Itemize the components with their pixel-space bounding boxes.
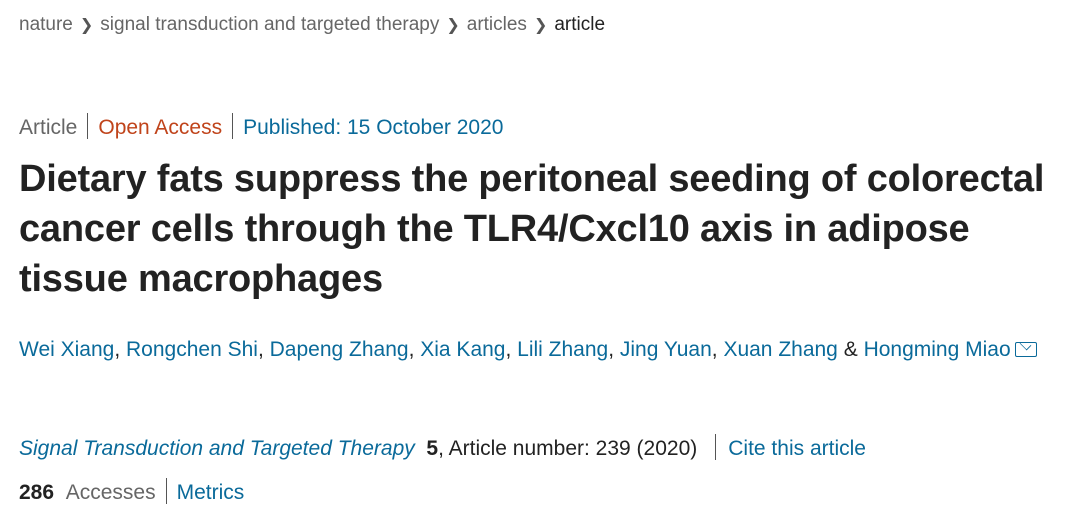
chevron-right-icon: ❯ — [446, 17, 460, 34]
breadcrumb-articles[interactable]: articles — [466, 14, 527, 35]
separator: , — [608, 338, 620, 361]
open-access-label: Open Access — [98, 116, 223, 139]
divider — [87, 113, 89, 139]
author-link[interactable]: Wei Xiang — [19, 338, 115, 361]
breadcrumb: nature ❯ signal transduction and targeted … — [19, 14, 605, 36]
cite-this-article-link[interactable]: Cite this article — [728, 437, 866, 460]
divider — [165, 478, 167, 504]
separator: , — [114, 338, 127, 361]
breadcrumb-nature[interactable]: nature — [19, 14, 73, 35]
author-link[interactable]: Rongchen Shi — [126, 338, 258, 361]
author-link[interactable]: Lili Zhang — [517, 338, 609, 361]
separator: , — [408, 338, 421, 361]
author-list: Wei Xiang, Rongchen Shi, Dapeng Zhang, X… — [19, 331, 1060, 369]
author-link[interactable]: Jing Yuan — [619, 338, 712, 361]
author-link[interactable]: Xia Kang — [420, 338, 506, 361]
article-stats: 286 Accesses Metrics — [19, 478, 244, 505]
accesses-count: 286 — [19, 481, 55, 504]
separator: & — [837, 338, 864, 361]
article-type: Article — [19, 116, 78, 139]
separator: , — [711, 338, 724, 361]
author-link[interactable]: Dapeng Zhang — [269, 338, 409, 361]
chevron-right-icon: ❯ — [79, 17, 94, 34]
envelope-icon[interactable] — [1014, 342, 1037, 357]
citation: Signal Transduction and Targeted Therapy… — [19, 434, 866, 461]
article-title: Dietary fats suppress the peritoneal see… — [19, 158, 1045, 300]
author-link[interactable]: Hongming Miao — [863, 338, 1011, 361]
breadcrumb-current: article — [554, 14, 606, 35]
article-number: , Article number: 239 (2020) — [438, 437, 698, 460]
metrics-link[interactable]: Metrics — [176, 481, 245, 504]
accesses-label: Accesses — [65, 481, 156, 504]
author-link[interactable]: Xuan Zhang — [723, 338, 838, 361]
published-date: Published: 15 October 2020 — [243, 116, 504, 139]
separator: , — [505, 338, 518, 361]
breadcrumb-journal[interactable]: signal transduction and targeted therapy — [100, 14, 440, 35]
volume: 5 — [426, 437, 439, 460]
divider — [715, 434, 717, 460]
separator: , — [257, 338, 270, 361]
divider — [232, 113, 234, 139]
journal-link[interactable]: Signal Transduction and Targeted Therapy — [19, 437, 415, 460]
chevron-right-icon: ❯ — [533, 17, 548, 34]
article-meta: Article Open Access Published: 15 October … — [19, 113, 503, 140]
